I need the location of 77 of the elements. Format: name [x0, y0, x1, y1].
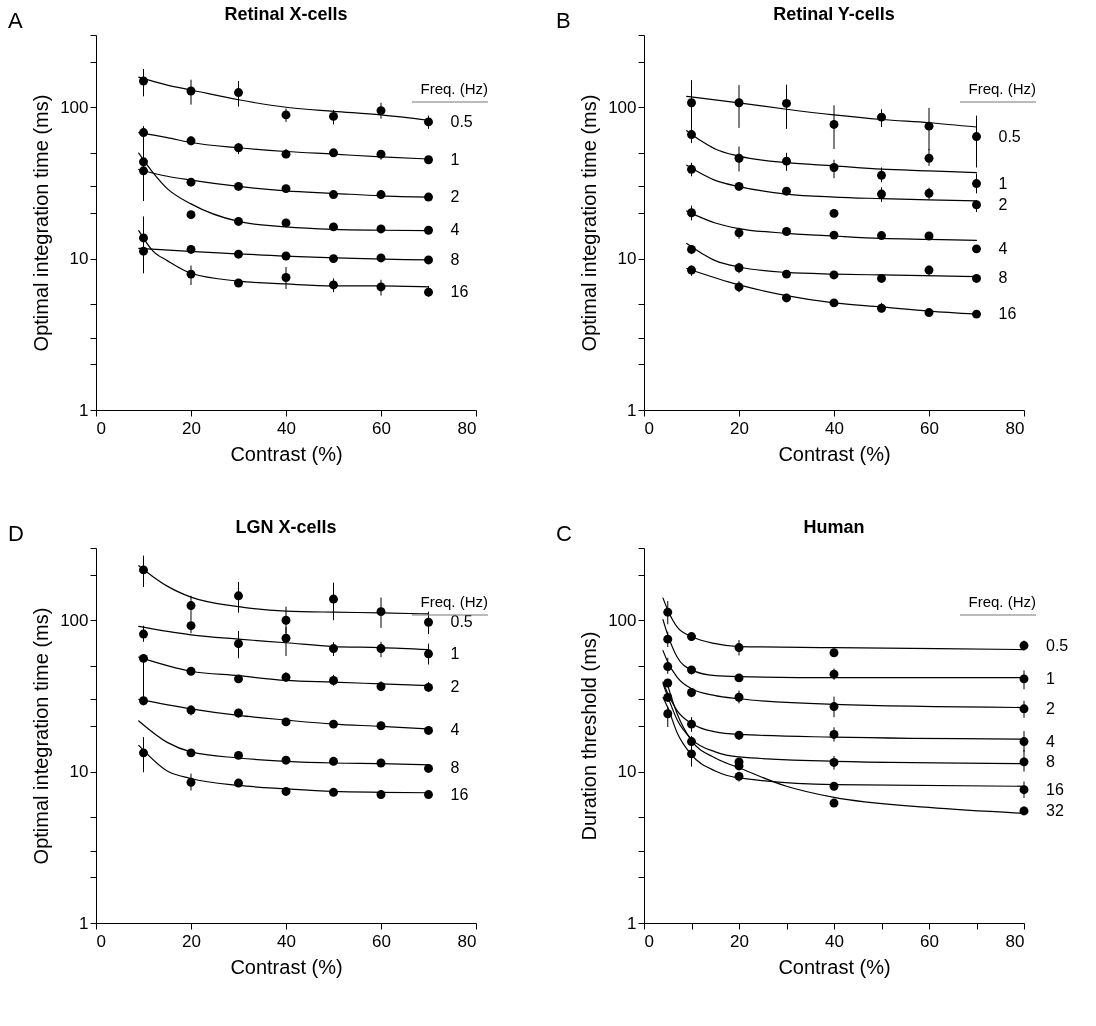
series-label: 2 [1046, 699, 1055, 717]
series-label: 16 [450, 785, 469, 803]
y-tick-label: 1 [79, 400, 89, 420]
x-axis-title: Contrast (%) [230, 442, 343, 465]
y-tick-label: 10 [617, 249, 637, 269]
series-label: 0.5 [450, 112, 473, 130]
x-tick-label: 0 [644, 418, 654, 438]
legend-title: Freq. (Hz) [420, 80, 488, 97]
legend-title: Freq. (Hz) [968, 593, 1036, 610]
x-tick-label: 20 [182, 418, 201, 438]
x-tick-label: 80 [457, 931, 477, 951]
y-axis-title: Optimal integration time (ms) [30, 94, 53, 352]
y-tick-label: 1 [627, 400, 637, 420]
y-axis-title: Duration threshold (ms) [578, 631, 601, 841]
series-label: 1 [450, 150, 460, 168]
x-tick-label: 80 [1005, 931, 1025, 951]
series-label: 0.5 [450, 613, 473, 631]
y-tick-label: 10 [617, 762, 637, 782]
series-label: 16 [998, 305, 1017, 323]
x-tick-label: 60 [372, 931, 391, 951]
series-label: 4 [450, 221, 460, 239]
x-tick-label: 40 [277, 931, 296, 951]
series-label: 2 [450, 678, 460, 696]
y-tick-label: 100 [608, 97, 637, 117]
series-label: 8 [450, 759, 460, 777]
series-label: 4 [1046, 732, 1055, 750]
y-tick-label: 1 [79, 913, 89, 933]
y-tick-label: 100 [60, 97, 89, 117]
chart-title: Retinal X-cells [224, 4, 348, 24]
series-label: 32 [1046, 801, 1064, 819]
x-tick-label: 60 [920, 931, 939, 951]
series-label: 2 [450, 188, 460, 206]
x-tick-label: 40 [825, 418, 844, 438]
y-tick-label: 10 [69, 249, 89, 269]
series-label: 0.5 [1046, 636, 1069, 654]
x-tick-label: 0 [644, 931, 654, 951]
legend-title: Freq. (Hz) [420, 593, 488, 610]
y-axis-title: Optimal integration time (ms) [578, 94, 601, 352]
series-label: 1 [998, 174, 1008, 192]
x-tick-label: 60 [920, 418, 939, 438]
series-label: 0.5 [998, 127, 1021, 145]
text: C [556, 521, 572, 546]
series-label: 1 [450, 644, 460, 662]
x-tick-label: 80 [457, 418, 477, 438]
x-tick-label: 80 [1005, 418, 1025, 438]
y-tick-label: 100 [60, 610, 89, 630]
x-tick-label: 40 [825, 931, 844, 951]
chart-title: LGN X-cells [235, 517, 337, 537]
y-tick-label: 100 [608, 610, 637, 630]
text: D [8, 521, 24, 546]
series-label: 4 [998, 239, 1008, 257]
x-tick-label: 20 [730, 418, 749, 438]
x-tick-label: 60 [372, 418, 391, 438]
y-tick-label: 10 [69, 762, 89, 782]
text: A [8, 8, 23, 33]
series-label: 1 [1046, 669, 1055, 687]
chart-title: Retinal Y-cells [773, 4, 895, 24]
x-tick-label: 20 [182, 931, 201, 951]
chart-title: Human [803, 517, 865, 537]
y-axis-title: Optimal integration time (ms) [30, 607, 53, 865]
series-label: 8 [450, 250, 460, 268]
x-tick-label: 40 [277, 418, 296, 438]
series-label: 16 [450, 283, 469, 301]
legend-title: Freq. (Hz) [968, 80, 1036, 97]
series-label: 8 [1046, 752, 1055, 770]
text: B [556, 8, 571, 33]
x-tick-label: 0 [96, 931, 106, 951]
series-label: 8 [998, 269, 1008, 287]
x-tick-label: 0 [96, 418, 106, 438]
series-label: 4 [450, 721, 460, 739]
series-label: 16 [1046, 780, 1064, 798]
y-tick-label: 1 [627, 913, 637, 933]
x-axis-title: Contrast (%) [230, 955, 343, 978]
x-tick-label: 20 [730, 931, 749, 951]
x-axis-title: Contrast (%) [778, 955, 891, 978]
x-axis-title: Contrast (%) [778, 442, 891, 465]
series-label: 2 [998, 195, 1008, 213]
